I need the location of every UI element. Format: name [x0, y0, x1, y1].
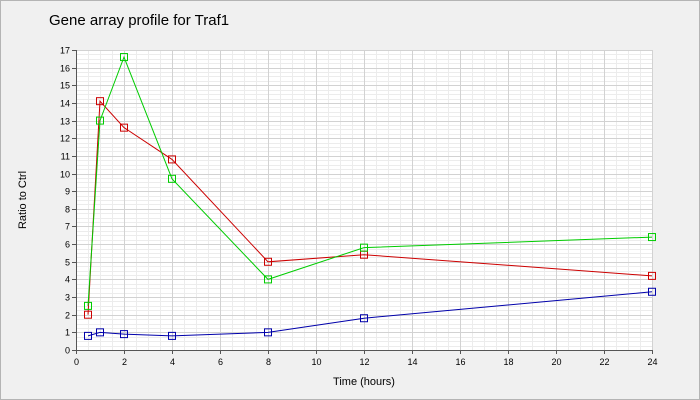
data-point: [120, 123, 128, 132]
y-tick-label: 6: [65, 240, 70, 250]
x-tick-label: 24: [647, 357, 657, 367]
y-axis-label: Ratio to Ctrl: [17, 171, 29, 229]
x-tick-label: 10: [311, 357, 321, 367]
chart-title: Gene array profile for Traf1: [49, 12, 230, 29]
data-point: [120, 330, 128, 339]
data-point: [168, 155, 176, 164]
data-point: [84, 310, 92, 319]
x-tick-label: 4: [170, 357, 175, 367]
data-point: [360, 243, 368, 252]
x-axis-label: Time (hours): [333, 376, 395, 388]
data-point: [360, 314, 368, 323]
data-point: [648, 271, 656, 280]
data-point: [648, 287, 656, 296]
y-tick-label: 0: [65, 346, 70, 356]
y-tick-label: 2: [65, 311, 70, 321]
y-tick-label: 17: [60, 46, 70, 56]
data-point: [84, 301, 92, 310]
series-2: [84, 53, 656, 310]
x-tick-label: 14: [407, 357, 417, 367]
y-tick-label: 1: [65, 328, 70, 338]
data-point: [264, 275, 272, 284]
y-tick-label: 7: [65, 222, 70, 232]
y-tick-label: 11: [61, 152, 70, 162]
y-tick-label: 13: [60, 117, 70, 127]
data-point: [168, 331, 176, 340]
series-line: [87, 55, 653, 306]
x-tick-label: 2: [122, 357, 127, 367]
data-point: [264, 328, 272, 337]
y-tick-label: 9: [65, 187, 70, 197]
series-3: [84, 287, 656, 340]
series-line: [87, 291, 653, 337]
x-tick-label: 0: [74, 357, 79, 367]
data-point: [168, 174, 176, 183]
y-tick-label: 5: [65, 258, 70, 268]
x-tick-label: 12: [359, 357, 369, 367]
data-point: [120, 53, 128, 62]
data-point: [96, 97, 104, 106]
y-tick-label: 16: [60, 64, 70, 74]
y-tick-label: 4: [65, 275, 70, 285]
x-tick-label: 22: [599, 357, 609, 367]
x-tick-label: 16: [455, 357, 465, 367]
y-tick-label: 14: [60, 99, 70, 109]
data-point: [96, 328, 104, 337]
y-tick-label: 8: [65, 205, 70, 215]
x-tick-label: 20: [551, 357, 561, 367]
x-tick-label: 18: [503, 357, 513, 367]
y-tick-label: 12: [60, 134, 70, 144]
x-tick-label: 8: [266, 357, 271, 367]
data-point: [84, 331, 92, 340]
y-tick-label: 15: [60, 81, 70, 91]
y-tick-label: 10: [60, 170, 70, 180]
y-tick-label: 3: [65, 293, 70, 303]
data-point: [648, 233, 656, 242]
x-tick-label: 6: [218, 357, 223, 367]
data-point: [264, 257, 272, 266]
series-line: [87, 99, 653, 315]
data-point: [96, 116, 104, 125]
